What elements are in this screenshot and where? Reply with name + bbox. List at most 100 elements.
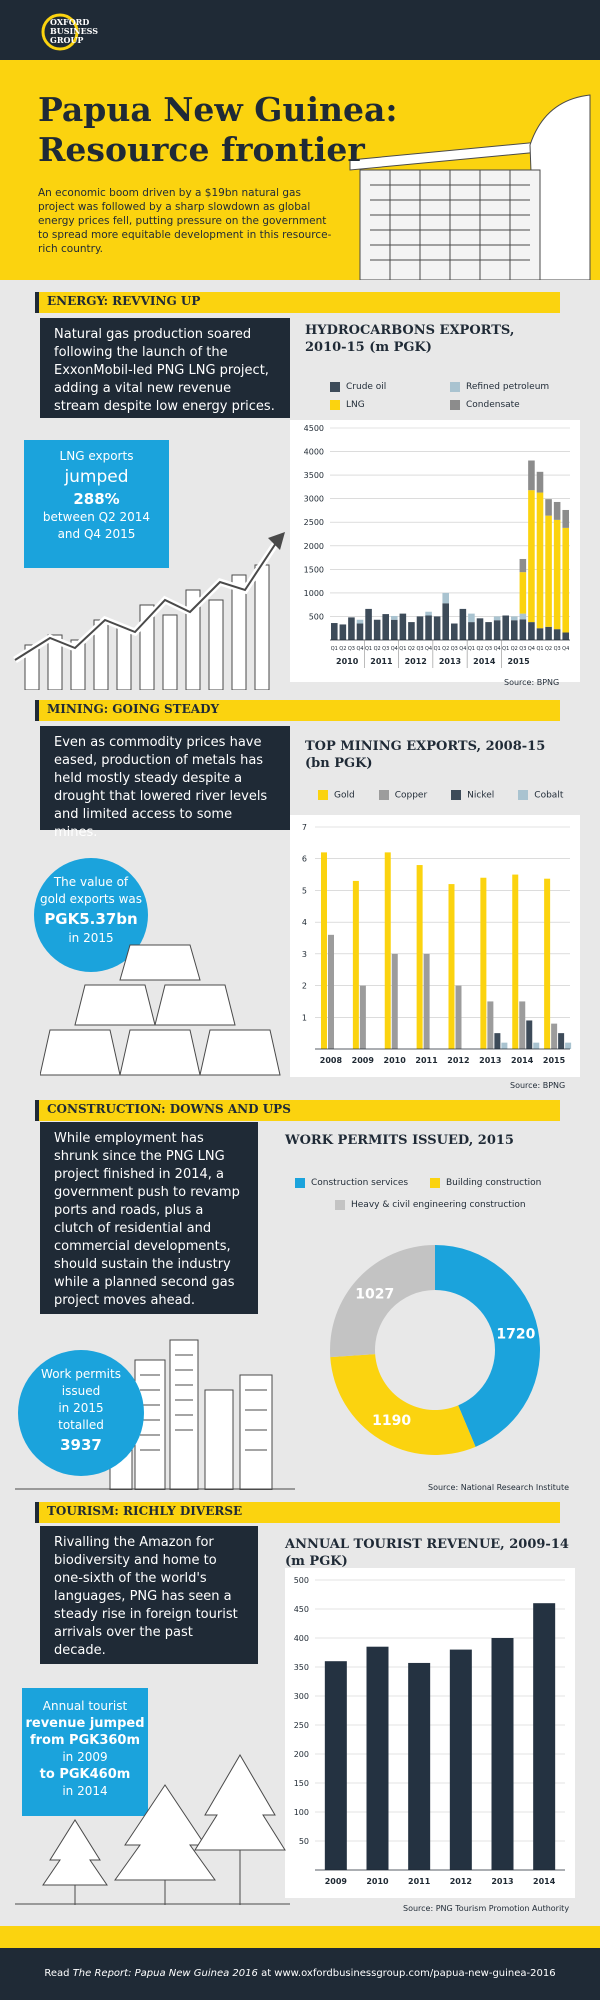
construction-text-box: While employment has shrunk since the PN… [40, 1122, 258, 1314]
section-title: TOURISM: RICHLY DIVERSE [47, 1504, 243, 1518]
callout-line: between Q2 2014 [42, 510, 151, 524]
bar-segment [433, 616, 441, 640]
quarter-label: Q4 [356, 646, 363, 652]
slice-value-label: 1190 [372, 1413, 411, 1429]
callout-line: in 2015 [58, 1401, 104, 1415]
footer-link[interactable]: at www.oxfordbusinessgroup.com/papua-new… [257, 1968, 556, 1979]
callout-line: in 2009 [62, 1750, 108, 1764]
y-tick-label: 3 [302, 950, 307, 959]
year-label: 2011 [370, 657, 393, 666]
y-tick-label: 1500 [304, 565, 324, 574]
tourism-chart-title: ANNUAL TOURIST REVENUE, 2009-14 (m PGK) [285, 1536, 569, 1570]
section-bar-tourism: TOURISM: RICHLY DIVERSE [35, 1502, 560, 1523]
quarter-label: Q1 [399, 646, 406, 652]
permits-chart-title: WORK PERMITS ISSUED, 2015 [285, 1133, 514, 1148]
legend-label: Construction services [311, 1178, 409, 1188]
callout-line: and Q4 2015 [57, 527, 136, 541]
hydro-chart-title: HYDROCARBONS EXPORTS, 2010-15 (m PGK) [305, 322, 514, 356]
bar-segment [528, 622, 535, 640]
bar-segment [545, 626, 552, 640]
quarter-label: Q1 [434, 646, 441, 652]
bar-segment [442, 603, 449, 640]
bar-segment [331, 623, 338, 640]
quarter-label: Q2 [339, 646, 346, 652]
y-tick-label: 300 [294, 1692, 309, 1701]
quarter-label: Q4 [528, 646, 535, 652]
legend-label: Refined petroleum [466, 382, 550, 392]
bar [480, 877, 487, 1049]
quarter-label: Q4 [494, 646, 501, 652]
legend-label: Heavy & civil engineering construction [351, 1200, 526, 1210]
callout-line: 3937 [60, 1436, 102, 1454]
y-tick-label: 150 [294, 1779, 309, 1788]
legend-item: Nickel [451, 790, 494, 801]
quarter-label: Q3 [485, 646, 492, 652]
callout-line: PGK5.37bn [44, 910, 138, 928]
y-tick-label: 500 [294, 1576, 309, 1585]
bar-segment [348, 617, 355, 640]
y-tick-label: 3500 [304, 471, 324, 480]
callout-line: from PGK360m [29, 1733, 141, 1748]
bar-segment [493, 620, 501, 640]
y-tick-label: 450 [294, 1605, 309, 1614]
callout-line: issued [61, 1384, 101, 1398]
donut-slice [330, 1354, 476, 1455]
bar [494, 1033, 501, 1049]
bar-segment [382, 614, 389, 640]
building-illustration-icon [349, 94, 591, 280]
legend-item: Gold [318, 790, 355, 801]
footer: Read The Report: Papua New Guinea 2016 a… [0, 1948, 600, 2000]
bar [455, 985, 462, 1049]
bar-segment [536, 628, 544, 640]
bar [544, 878, 551, 1049]
quarter-label: Q2 [545, 646, 552, 652]
callout-line: Work permits [41, 1367, 121, 1381]
y-tick-label: 200 [294, 1750, 309, 1759]
permits-legend: Construction services Building construct… [295, 1172, 565, 1216]
section-title: ENERGY: REVVING UP [47, 294, 201, 308]
y-tick-label: 400 [294, 1634, 309, 1643]
callout-line: in 2015 [68, 931, 114, 945]
bar [423, 953, 430, 1049]
bar-segment [519, 619, 527, 640]
quarter-label: Q3 [519, 646, 526, 652]
bar-segment [356, 623, 364, 640]
chart-title-line: (m PGK) [285, 1554, 348, 1569]
legend-label: Nickel [467, 790, 495, 801]
bar-segment [459, 608, 467, 640]
legend-item: Building construction [430, 1172, 541, 1194]
callout-line: LNG exports [59, 449, 134, 463]
bar [512, 874, 519, 1049]
bar [533, 1603, 556, 1870]
bar [526, 1020, 533, 1049]
year-label: 2012 [405, 657, 427, 666]
x-tick-label: 2011 [408, 1877, 431, 1886]
bar [384, 852, 391, 1049]
quarter-label: Q2 [408, 646, 415, 652]
x-tick-label: 2011 [415, 1056, 438, 1065]
quarter-label: Q3 [416, 646, 423, 652]
x-tick-label: 2009 [325, 1877, 348, 1886]
y-tick-label: 4 [302, 918, 307, 927]
rising-bars-illustration-icon [13, 532, 285, 690]
bar-segment [442, 592, 449, 604]
chart-title-line: HYDROCARBONS EXPORTS, [305, 323, 515, 338]
quarter-label: Q4 [425, 646, 432, 652]
bar [533, 1042, 540, 1049]
bar [408, 1662, 431, 1870]
y-tick-label: 100 [294, 1808, 309, 1817]
legend-item: Refined petroleum [450, 378, 560, 396]
bar-segment [391, 619, 398, 640]
legend-item: Cobalt [518, 790, 563, 801]
bar [328, 934, 334, 1049]
quarter-label: Q4 [562, 646, 569, 652]
y-tick-label: 4000 [304, 448, 324, 457]
quarter-label: Q1 [331, 646, 338, 652]
legend-label: Cobalt [534, 790, 564, 801]
y-tick-label: 2 [302, 982, 307, 991]
x-tick-label: 2010 [366, 1877, 389, 1886]
quarter-label: Q3 [348, 646, 355, 652]
chart-background [290, 420, 580, 682]
bar [321, 852, 327, 1049]
x-tick-label: 2014 [533, 1877, 556, 1886]
